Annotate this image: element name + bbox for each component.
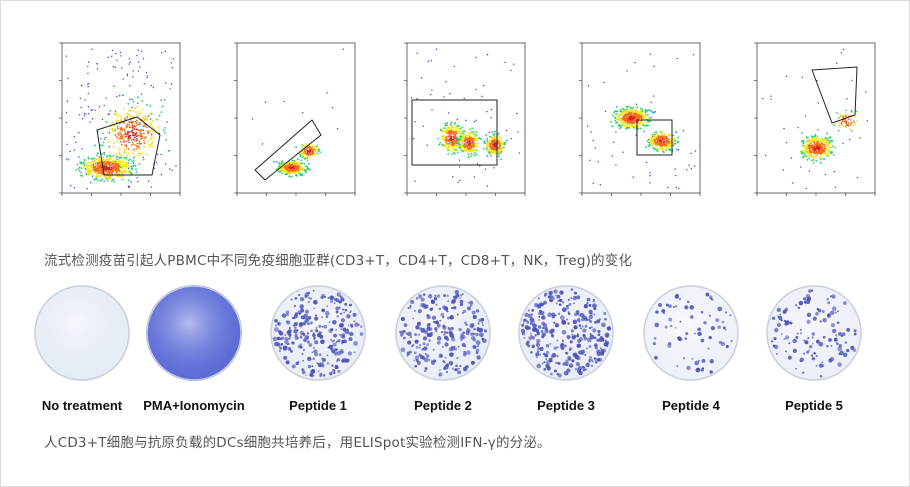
well-label: Peptide 4	[662, 398, 720, 413]
elispot-well	[518, 285, 614, 381]
flow-plot-5	[735, 35, 885, 220]
well-label: PMA+Ionomycin	[143, 398, 245, 413]
elispot-well	[270, 285, 366, 381]
flow-plot-3-svg	[404, 42, 526, 196]
elispot-caption: 人CD3+T细胞与抗原负载的DCs细胞共培养后，用ELISpot实验检测IFN-…	[44, 435, 551, 451]
well-label: No treatment	[41, 398, 123, 413]
well-label: Peptide 1	[289, 398, 347, 413]
flow-plot-1	[40, 35, 190, 220]
elispot-well	[643, 285, 739, 381]
well-image	[518, 285, 614, 381]
well-image	[766, 285, 862, 381]
elispot-well	[146, 285, 242, 381]
well-image	[34, 285, 130, 381]
well-label: Peptide 5	[785, 398, 843, 413]
well-label: Peptide 2	[414, 398, 472, 413]
well-image	[643, 285, 739, 381]
well-image	[270, 285, 366, 381]
well-label: Peptide 3	[537, 398, 595, 413]
elispot-well	[34, 285, 130, 381]
flow-plot-4	[560, 35, 710, 220]
elispot-well	[395, 285, 491, 381]
flow-plot-2-svg	[234, 42, 356, 196]
well-image	[146, 285, 242, 381]
flow-plot-3	[385, 35, 535, 220]
flow-plot-4-svg	[579, 42, 701, 196]
flow-plot-5-svg	[754, 42, 876, 196]
well-image	[395, 285, 491, 381]
flow-caption: 流式检测疫苗引起人PBMC中不同免疫细胞亚群(CD3+T，CD4+T，CD8+T…	[44, 253, 633, 269]
elispot-well	[766, 285, 862, 381]
flow-cytometry-panels	[30, 35, 890, 225]
flow-plot-1-svg	[59, 42, 181, 196]
flow-plot-2	[215, 35, 365, 220]
